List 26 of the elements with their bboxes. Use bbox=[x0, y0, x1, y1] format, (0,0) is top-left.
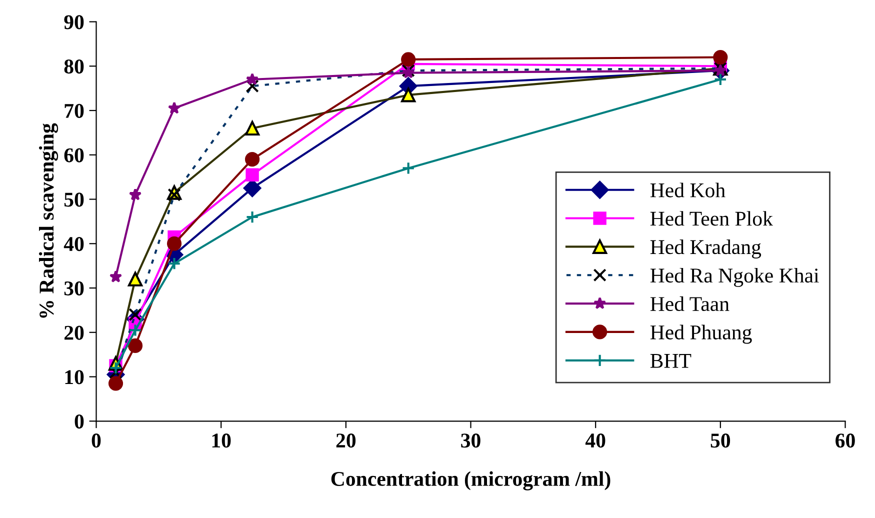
y-tick-label: 80 bbox=[64, 60, 84, 74]
y-tick-label: 60 bbox=[64, 148, 84, 162]
y-tick-label: 50 bbox=[64, 192, 84, 207]
legend-label: Hed Taan bbox=[650, 296, 730, 312]
x-tick-label: 60 bbox=[836, 434, 855, 448]
y-tick-label: 70 bbox=[64, 104, 84, 118]
y-tick-label: 10 bbox=[65, 370, 84, 384]
y-tick-label: 0 bbox=[74, 414, 84, 429]
y-tick-label: 90 bbox=[64, 15, 84, 30]
legend-label: Hed Kradang bbox=[650, 239, 762, 258]
legend-label: Hed Teen Plok bbox=[650, 211, 773, 226]
x-tick-label: 0 bbox=[92, 434, 101, 448]
y-tick-label: 20 bbox=[64, 326, 84, 340]
legend-label: Hed Koh bbox=[650, 182, 726, 198]
y-tick-label: 40 bbox=[64, 237, 84, 252]
x-tick-label: 30 bbox=[461, 434, 480, 448]
y-tick-label: 30 bbox=[64, 281, 84, 296]
x-tick-label: 40 bbox=[585, 434, 606, 448]
legend-label: BHT bbox=[650, 354, 692, 368]
legend-label: Hed Ra Ngoke Khai bbox=[650, 268, 819, 287]
x-tick-label: 20 bbox=[336, 434, 356, 448]
y-axis-title: % Radical scavenging bbox=[39, 123, 58, 318]
x-tick-label: 10 bbox=[212, 434, 231, 448]
x-axis-title: Concentration (microgram /ml) bbox=[331, 471, 610, 490]
legend-label: Hed Phuang bbox=[650, 324, 752, 344]
x-tick-label: 50 bbox=[710, 434, 730, 448]
